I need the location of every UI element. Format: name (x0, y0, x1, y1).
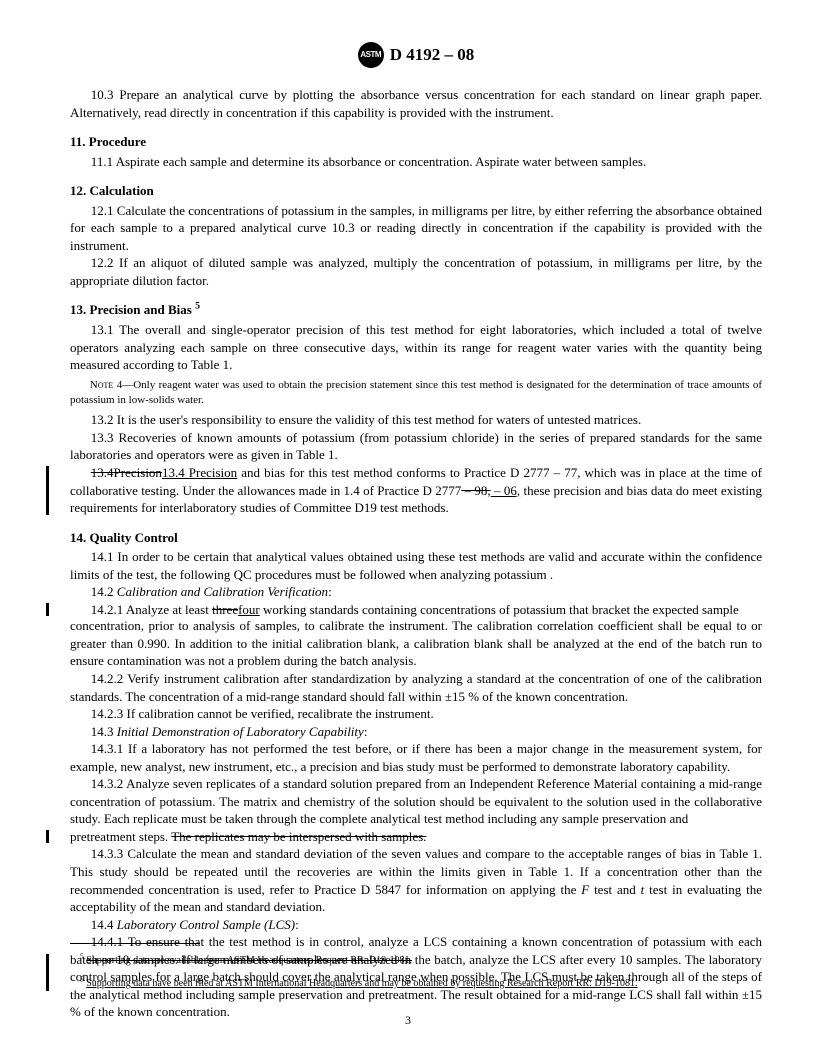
designation: D 4192 – 08 (390, 44, 475, 67)
p14-2-1a: 14.2.1 Analyze at least (91, 602, 212, 617)
para-14-3-1: 14.3.1 If a laboratory has not performed… (70, 740, 762, 775)
document-header: ASTM D 4192 – 08 (70, 42, 762, 68)
para-14-3-2-top: 14.3.2 Analyze seven replicates of a sta… (70, 775, 762, 828)
change-bar-13-4: 13.4Precision13.4 Precision and bias for… (70, 464, 762, 517)
note-4-body: Only reagent water was used to obtain th… (70, 379, 762, 406)
p14-2-1b-start: working standards containing concentrati… (260, 602, 739, 617)
para-13-3: 13.3 Recoveries of known amounts of pota… (70, 429, 762, 464)
footnote-change-bar: 5 Supporting data are available from AST… (70, 954, 762, 990)
para-13-1: 13.1 The overall and single-operator pre… (70, 321, 762, 374)
note-4-label: Note 4— (90, 379, 133, 391)
para-10-3: 10.3 Prepare an analytical curve by plot… (70, 86, 762, 121)
footnotes: 5 Supporting data are available from AST… (70, 943, 762, 1000)
p14-3-title: Initial Demonstration of Laboratory Capa… (117, 724, 364, 739)
section-14-title: 14. Quality Control (70, 529, 762, 547)
para-14-2: 14.2 Calibration and Calibration Verific… (70, 583, 762, 601)
page: ASTM D 4192 – 08 10.3 Prepare an analyti… (0, 0, 816, 1056)
p14-4-title: Laboratory Control Sample (LCS) (117, 917, 295, 932)
ins-four: four (238, 602, 260, 617)
para-14-4: 14.4 Laboratory Control Sample (LCS): (70, 916, 762, 934)
para-14-3-3: 14.3.3 Calculate the mean and standard d… (70, 845, 762, 915)
para-14-2-1-cont: concentration, prior to analysis of samp… (70, 617, 762, 670)
ins-13-4a: 13.4 Precision (162, 465, 237, 480)
strike-three: three (212, 602, 238, 617)
footnote-5-old: 5 Supporting data are available from AST… (70, 954, 762, 967)
F-test: F (581, 882, 589, 897)
section-13-title: 13. Precision and Bias 5 (70, 301, 762, 319)
note-4: Note 4—Only reagent water was used to ob… (70, 378, 762, 408)
para-11-1: 11.1 Aspirate each sample and determine … (70, 153, 762, 171)
para-12-2: 12.2 If an aliquot of diluted sample was… (70, 254, 762, 289)
ins-13-4b: – 06, (491, 483, 520, 498)
p14-3-3-mid: test and (589, 882, 640, 897)
para-14-2-2: 14.2.2 Verify instrument calibration aft… (70, 670, 762, 705)
strike-replicates: The replicates may be interspersed with … (171, 829, 426, 844)
fn5-strike: Supporting data are available from ASTM … (86, 955, 412, 966)
change-bar-14-3-2: pretreatment steps. The replicates may b… (70, 828, 762, 846)
page-number: 3 (0, 1012, 816, 1028)
para-14-2-1-line1: 14.2.1 Analyze at least threefour workin… (70, 601, 762, 619)
footnote-ref-5: 5 (195, 301, 200, 312)
p14-2-num: 14.2 (91, 584, 117, 599)
astm-logo-icon: ASTM (358, 42, 384, 68)
para-13-2: 13.2 It is the user's responsibility to … (70, 411, 762, 429)
p14-2-title: Calibration and Calibration Verification (117, 584, 328, 599)
section-12-title: 12. Calculation (70, 182, 762, 200)
strike-13-4a: 13.4Precision (91, 465, 162, 480)
para-14-2-3: 14.2.3 If calibration cannot be verified… (70, 705, 762, 723)
p14-4-num: 14.4 (91, 917, 117, 932)
footnote-separator (70, 943, 200, 944)
p14-3-num: 14.3 (91, 724, 117, 739)
para-14-3: 14.3 Initial Demonstration of Laboratory… (70, 723, 762, 741)
fn5-ins: Supporting data have been filed at ASTM … (86, 978, 637, 989)
change-bar-14-2-1: 14.2.1 Analyze at least threefour workin… (70, 601, 762, 619)
section-13-text: 13. Precision and Bias (70, 302, 195, 317)
para-13-4: 13.4Precision13.4 Precision and bias for… (70, 464, 762, 517)
strike-13-4b: – 98, (461, 483, 490, 498)
para-14-1: 14.1 In order to be certain that analyti… (70, 548, 762, 583)
para-12-1: 12.1 Calculate the concentrations of pot… (70, 202, 762, 255)
para-14-3-2-bar: pretreatment steps. The replicates may b… (70, 828, 762, 846)
footnote-5-new: 5 Supporting data have been filed at AST… (70, 977, 762, 990)
section-11-title: 11. Procedure (70, 133, 762, 151)
